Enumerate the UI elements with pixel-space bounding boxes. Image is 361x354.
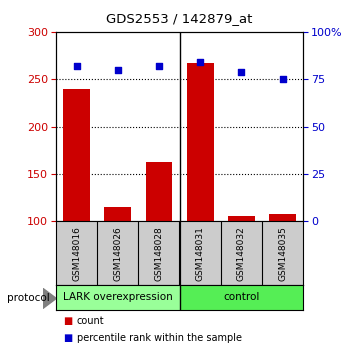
Bar: [187, 63, 214, 221]
Text: GSM148028: GSM148028: [155, 226, 164, 281]
Point: [156, 63, 162, 69]
Text: GSM148026: GSM148026: [113, 226, 122, 281]
Bar: [104, 207, 131, 221]
Point: [197, 59, 203, 65]
Text: ■: ■: [63, 333, 73, 343]
Text: GDS2553 / 142879_at: GDS2553 / 142879_at: [105, 12, 252, 25]
Bar: [228, 216, 255, 221]
Bar: [56, 285, 180, 310]
Text: GSM148035: GSM148035: [278, 226, 287, 281]
Text: control: control: [223, 292, 260, 302]
Text: count: count: [77, 316, 105, 326]
Bar: [145, 161, 173, 221]
Text: GSM148031: GSM148031: [196, 226, 205, 281]
Text: percentile rank within the sample: percentile rank within the sample: [77, 333, 242, 343]
Text: protocol: protocol: [7, 293, 50, 303]
Polygon shape: [43, 288, 56, 309]
Bar: [63, 89, 90, 221]
Text: GSM148016: GSM148016: [72, 226, 81, 281]
Point: [239, 69, 244, 74]
Bar: [269, 214, 296, 221]
Text: LARK overexpression: LARK overexpression: [63, 292, 173, 302]
Text: GSM148032: GSM148032: [237, 226, 246, 281]
Text: ■: ■: [63, 316, 73, 326]
Point: [280, 76, 286, 82]
Point: [115, 67, 121, 73]
Point: [74, 63, 79, 69]
